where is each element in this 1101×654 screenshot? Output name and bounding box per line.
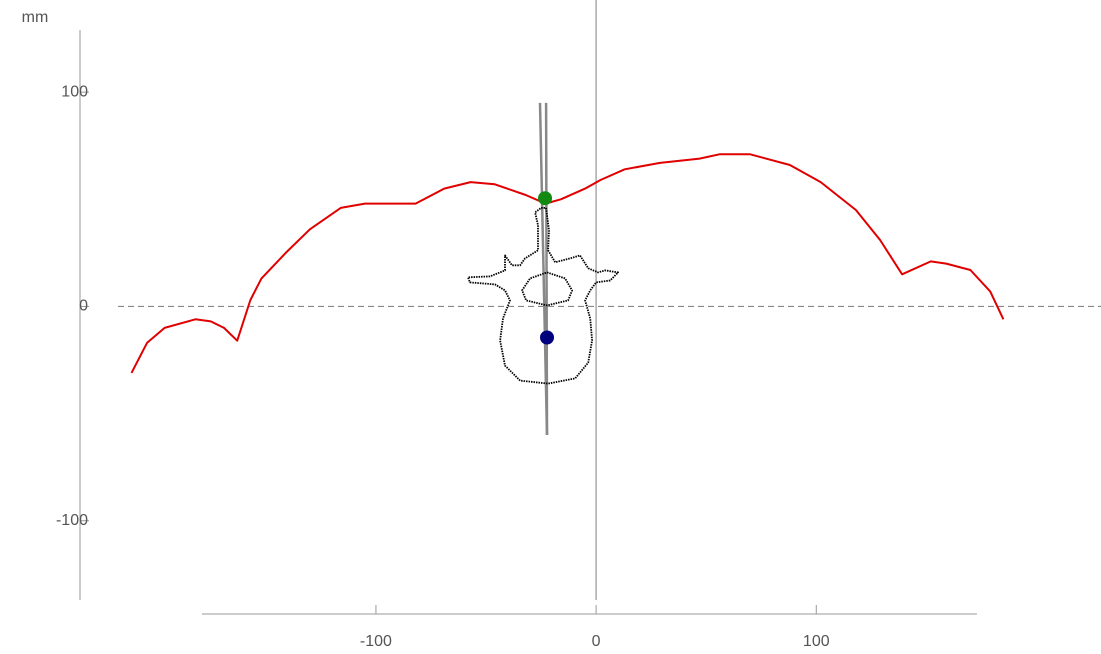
x-tick-label: 100	[803, 633, 830, 650]
y-tick-label: 100	[61, 83, 88, 100]
series-line	[544, 102, 549, 436]
series-line	[521, 271, 573, 307]
y-tick-label: 0	[79, 298, 88, 315]
y-axis-label: mm	[22, 9, 49, 26]
series-line	[130, 153, 1005, 374]
x-tick-label: -100	[360, 633, 392, 650]
point	[538, 191, 553, 206]
y-tick-label: -100	[56, 512, 88, 529]
series-line	[467, 207, 619, 385]
point	[540, 330, 555, 345]
x-tick-label: 0	[592, 633, 601, 650]
